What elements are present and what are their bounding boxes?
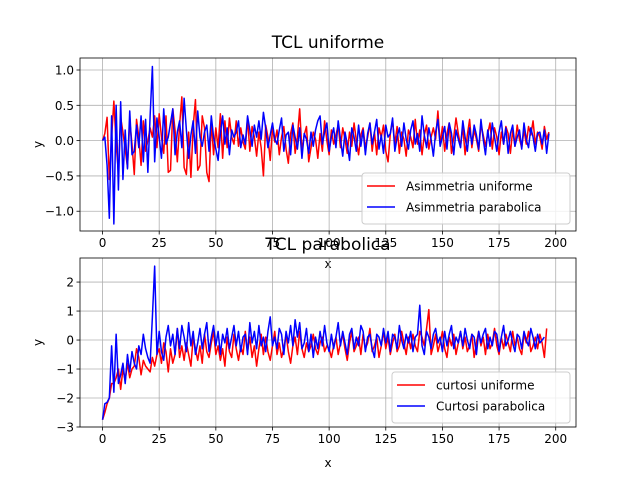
- y-axis-label: y: [31, 339, 45, 346]
- x-tick-label: 75: [265, 236, 280, 250]
- legend-box: [391, 371, 571, 424]
- series-line-uniform: [101, 96, 550, 183]
- x-tick-label: 200: [544, 236, 567, 250]
- chart-top-panel: 0 25 50 75 100 125 150 175 200 −1.0 −0.5 0.0 0.5 1.0 x…: [31, 33, 577, 271]
- x-tick-label: 150: [431, 432, 454, 446]
- x-tick-label: 175: [488, 432, 511, 446]
- x-axis-label: x: [324, 257, 331, 271]
- y-tick-label: −3: [56, 421, 74, 435]
- y-tick-label: −1: [56, 363, 74, 377]
- x-tick-label: 0: [99, 236, 107, 250]
- series-line-parabolic: [101, 65, 550, 225]
- y-tick-label: 2: [66, 276, 74, 290]
- y-tick-label: −2: [56, 392, 74, 406]
- x-tick-label: 175: [488, 236, 511, 250]
- y-tick-label: 0.0: [55, 134, 74, 148]
- plot-frame: [79, 257, 577, 428]
- legend-label: Asimmetria uniforme: [406, 180, 533, 194]
- x-tick-label: 50: [208, 432, 223, 446]
- x-tick-label: 25: [152, 236, 167, 250]
- chart-title: TCL parabolica: [264, 235, 390, 255]
- x-tick-label: 75: [265, 432, 280, 446]
- x-tick-label: 100: [318, 432, 341, 446]
- x-tick-label: 25: [152, 432, 167, 446]
- legend-label: curtosi uniforme: [436, 379, 535, 393]
- legend-box: [361, 172, 571, 225]
- x-tick-label: 0: [99, 432, 107, 446]
- y-tick-label: −0.5: [45, 169, 74, 183]
- chart-title: TCL uniforme: [271, 33, 385, 53]
- x-tick-label: 50: [208, 236, 223, 250]
- series-line-parabolic: [101, 265, 545, 420]
- x-tick-label: 125: [374, 432, 397, 446]
- y-tick-label: 0: [66, 334, 74, 348]
- x-tick-label: 150: [431, 236, 454, 250]
- y-tick-label: 0.5: [55, 99, 74, 113]
- plot-frame: [79, 57, 577, 232]
- y-tick-label: −1.0: [45, 205, 74, 219]
- x-tick-label: 200: [544, 432, 567, 446]
- y-tick-label: 1: [66, 305, 74, 319]
- y-tick-label: 1.0: [55, 64, 74, 78]
- x-axis-label: x: [324, 456, 331, 470]
- y-axis-label: y: [31, 141, 45, 148]
- legend-label: Asimmetria parabolica: [406, 201, 542, 215]
- legend-label: Curtosi parabolica: [436, 400, 545, 414]
- x-tick-label: 125: [374, 236, 397, 250]
- x-tick-label: 100: [318, 236, 341, 250]
- chart-bottom-panel: 0 25 50 75 100 125 150 175 200 −3 −2 −1 0 1 2 x y TCL par…: [31, 235, 577, 470]
